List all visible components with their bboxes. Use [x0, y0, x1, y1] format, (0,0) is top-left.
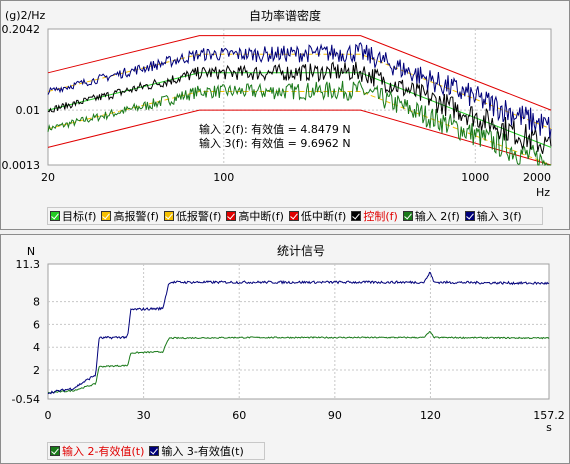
psd-legend: 目标(f) 高报警(f) 低报警(f) 高中断(f) 低中断(f) 控制(f) 输入 2(f…	[47, 207, 543, 225]
psd-x-tick-label: 100	[213, 171, 234, 184]
psd-legend-label: 控制(f)	[363, 210, 398, 223]
psd-legend-item[interactable]: 低报警(f)	[163, 208, 222, 224]
stat-ticks: 11.3 8 6 4 2 -0.54 0 30 60 90 120 157.2	[12, 258, 565, 422]
psd-x-tick-label: 2000	[523, 171, 551, 184]
stat-x-unit: s	[546, 421, 552, 434]
stat-y-tick-label: 4	[33, 341, 40, 354]
stat-title: 统计信号	[277, 244, 325, 258]
psd-legend-item[interactable]: 高中断(f)	[226, 208, 284, 224]
stat-x-tick-label: 90	[328, 409, 342, 422]
psd-x-tick-label: 1000	[461, 171, 489, 184]
stat-y-tick-label: 6	[33, 318, 40, 331]
psd-legend-item[interactable]: 高报警(f)	[101, 208, 159, 224]
psd-series-line-1	[47, 53, 552, 130]
stat-y-tick-label: -0.54	[12, 393, 40, 406]
checkbox-icon[interactable]	[226, 211, 237, 221]
checkbox-icon[interactable]	[163, 211, 174, 221]
psd-annotation-input2: 输入 2(f): 有效值 = 4.8479 N	[199, 122, 351, 136]
stat-series-line-0	[47, 331, 550, 394]
stat-legend-item[interactable]: 输入 2-有效值(t)	[50, 443, 144, 459]
psd-series-line-3	[47, 35, 552, 111]
checkbox-icon[interactable]	[50, 446, 60, 456]
psd-legend-item[interactable]: 输入 2(f)	[402, 208, 460, 224]
checkbox-icon[interactable]	[101, 211, 112, 221]
stat-grid	[48, 264, 549, 399]
stat-series	[47, 271, 550, 395]
stat-legend-label: 输入 2-有效值(t)	[62, 445, 145, 458]
stat-legend: 输入 2-有效值(t) 输入 3-有效值(t)	[47, 442, 265, 460]
psd-y-tick-label: 0.2042	[2, 23, 41, 36]
psd-series-line-6	[47, 79, 551, 167]
stat-y-tick-label: 8	[33, 296, 40, 309]
psd-legend-label: 低报警(f)	[175, 210, 222, 223]
stat-x-tick-label: 60	[232, 409, 246, 422]
stat-legend-item[interactable]: 输入 3-有效值(t)	[149, 443, 244, 459]
stat-series-line-1	[47, 271, 550, 395]
psd-legend-label: 低中断(f)	[300, 210, 347, 223]
stat-x-tick-label: 30	[137, 409, 151, 422]
psd-grid	[48, 29, 551, 165]
psd-legend-item[interactable]: 目标(f)	[50, 208, 96, 224]
psd-panel: 自功率谱密度 (g)2/Hz Hz 0.2042 0.01 0.0013 20 100 1…	[0, 0, 570, 230]
stat-x-tick-label: 120	[420, 409, 441, 422]
stat-y-tick-label: 2	[33, 364, 40, 377]
stat-y-unit: N	[27, 245, 35, 258]
psd-x-unit: Hz	[536, 186, 550, 199]
checkbox-icon[interactable]	[351, 211, 362, 221]
psd-series-line-7	[47, 42, 552, 139]
psd-legend-label: 目标(f)	[62, 210, 97, 223]
psd-series-line-4	[47, 109, 552, 166]
psd-series-line-5	[47, 61, 552, 154]
psd-y-tick-label: 0.0013	[2, 159, 41, 172]
psd-legend-label: 高报警(f)	[113, 210, 159, 223]
checkbox-icon[interactable]	[288, 211, 299, 221]
psd-y-tick-label: 0.01	[16, 104, 41, 117]
psd-x-tick-label: 20	[41, 171, 55, 184]
psd-legend-item[interactable]: 控制(f)	[351, 208, 398, 224]
psd-title: 自功率谱密度	[249, 8, 321, 23]
psd-legend-item[interactable]: 低中断(f)	[288, 208, 347, 224]
checkbox-icon[interactable]	[464, 211, 475, 221]
psd-legend-label: 高中断(f)	[238, 210, 284, 223]
stat-y-tick-label: 11.3	[16, 258, 41, 271]
checkbox-icon[interactable]	[402, 211, 413, 221]
stat-x-tick-label: 157.2	[533, 409, 565, 422]
psd-legend-item[interactable]: 输入 3(f)	[464, 208, 522, 224]
psd-legend-label: 输入 2(f)	[414, 210, 460, 223]
checkbox-icon[interactable]	[50, 211, 60, 221]
psd-y-unit: (g)2/Hz	[5, 9, 46, 22]
psd-annotation-input3: 输入 3(f): 有效值 = 9.6962 N	[199, 136, 351, 150]
stat-chart[interactable]: 统计信号 N s 11.3 8 6 4 2 -0.54 0 30 60 90 120 157.2	[1, 235, 569, 435]
stat-plot-area	[47, 263, 550, 400]
stat-x-tick-label: 0	[45, 409, 52, 422]
psd-legend-label: 输入 3(f)	[476, 210, 522, 223]
psd-series	[47, 35, 552, 167]
checkbox-icon[interactable]	[149, 446, 160, 456]
stat-panel: 统计信号 N s 11.3 8 6 4 2 -0.54 0 30 60 90 120 157.2 输入…	[0, 234, 570, 464]
stat-legend-label: 输入 3-有效值(t)	[161, 445, 244, 458]
